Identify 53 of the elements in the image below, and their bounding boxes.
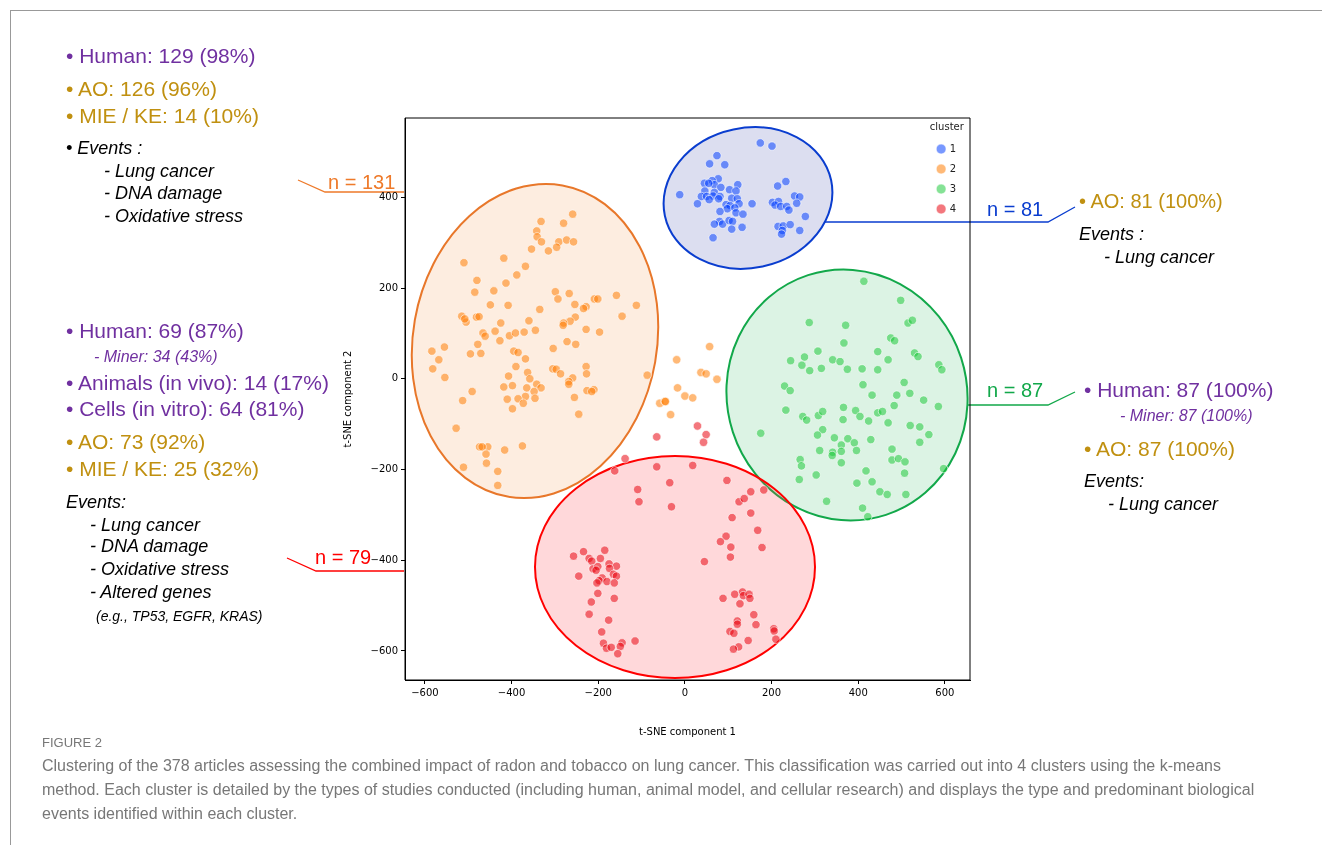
text: - DNA damage — [104, 182, 223, 204]
y-tick-label: 400 — [378, 190, 398, 202]
y-axis-title: t-SNE component 2 — [341, 350, 353, 448]
x-tick-label: 400 — [848, 686, 868, 698]
text: - Oxidative stress — [104, 205, 244, 227]
text: - Lung cancer — [1108, 493, 1219, 515]
text: - Altered genes — [90, 581, 212, 603]
text: • AO: 87 (100%) — [1084, 437, 1235, 461]
text: • Animals (in vivo): 14 (17%) — [66, 371, 329, 395]
text: • Human: 69 (87%) — [66, 319, 244, 343]
text: - Oxidative stress — [90, 558, 230, 580]
text: n = 87 — [987, 378, 1044, 402]
x-axis-title: t-SNE component 1 — [639, 725, 736, 737]
text: • Events : — [66, 137, 143, 159]
legend-title: cluster — [929, 120, 965, 132]
text: - Miner: 87 (100%) — [1120, 407, 1253, 425]
text: - DNA damage — [90, 535, 209, 557]
x-tick-label: −600 — [411, 686, 439, 698]
legend-label: 3 — [949, 182, 957, 194]
text: Events: — [66, 491, 127, 513]
x-tick-label: −400 — [497, 686, 526, 698]
text: n = 131 — [328, 170, 396, 193]
text: Events : — [1079, 223, 1145, 245]
text: • Cells (in vitro): 64 (81%) — [66, 397, 305, 421]
legend-label: 1 — [949, 142, 957, 154]
text: • Human: 87 (100%) — [1084, 378, 1274, 402]
y-tick-label: −600 — [370, 644, 398, 656]
text: • AO: 126 (96%) — [66, 77, 217, 101]
y-tick-label: −400 — [370, 553, 398, 565]
y-tick-label: 0 — [391, 372, 398, 384]
text: n = 81 — [987, 197, 1044, 221]
x-tick-label: 200 — [762, 686, 782, 698]
x-tick-label: 0 — [681, 686, 689, 698]
text: - Lung cancer — [104, 160, 215, 182]
text: (e.g., TP53, EGFR, KRAS) — [96, 608, 263, 624]
y-tick-label: 200 — [378, 281, 398, 293]
x-tick-label: −200 — [584, 686, 612, 698]
text: - Miner: 34 (43%) — [94, 348, 218, 366]
text: • MIE / KE: 25 (32%) — [66, 457, 259, 481]
y-tick-label: −200 — [370, 463, 398, 475]
x-tick-label: 600 — [935, 686, 955, 698]
text: • AO: 73 (92%) — [66, 430, 206, 454]
legend-label: 4 — [949, 202, 957, 214]
caption: FIGURE 2 — [42, 734, 102, 750]
text: • Human: 129 (98%) — [66, 44, 256, 68]
text: Clustering of the 378 articles assessing the combined impact of radon and tobacco on lung cancer. This classification was carried out into 4 clusters using the k-means method. Each cluster is detailed by the types of studies conducted (including human, animal model, and cellular research) and displays the type and predominant biological events identified within each cluster. — [42, 756, 1256, 824]
text: • AO: 81 (100%) — [1079, 189, 1223, 213]
text: - Lung cancer — [1104, 246, 1215, 268]
text: - Lung cancer — [90, 514, 201, 536]
text: Events: — [1084, 470, 1145, 492]
text: • MIE / KE: 14 (10%) — [66, 104, 259, 128]
text: n = 79 — [315, 545, 372, 569]
legend-label: 2 — [949, 162, 957, 174]
